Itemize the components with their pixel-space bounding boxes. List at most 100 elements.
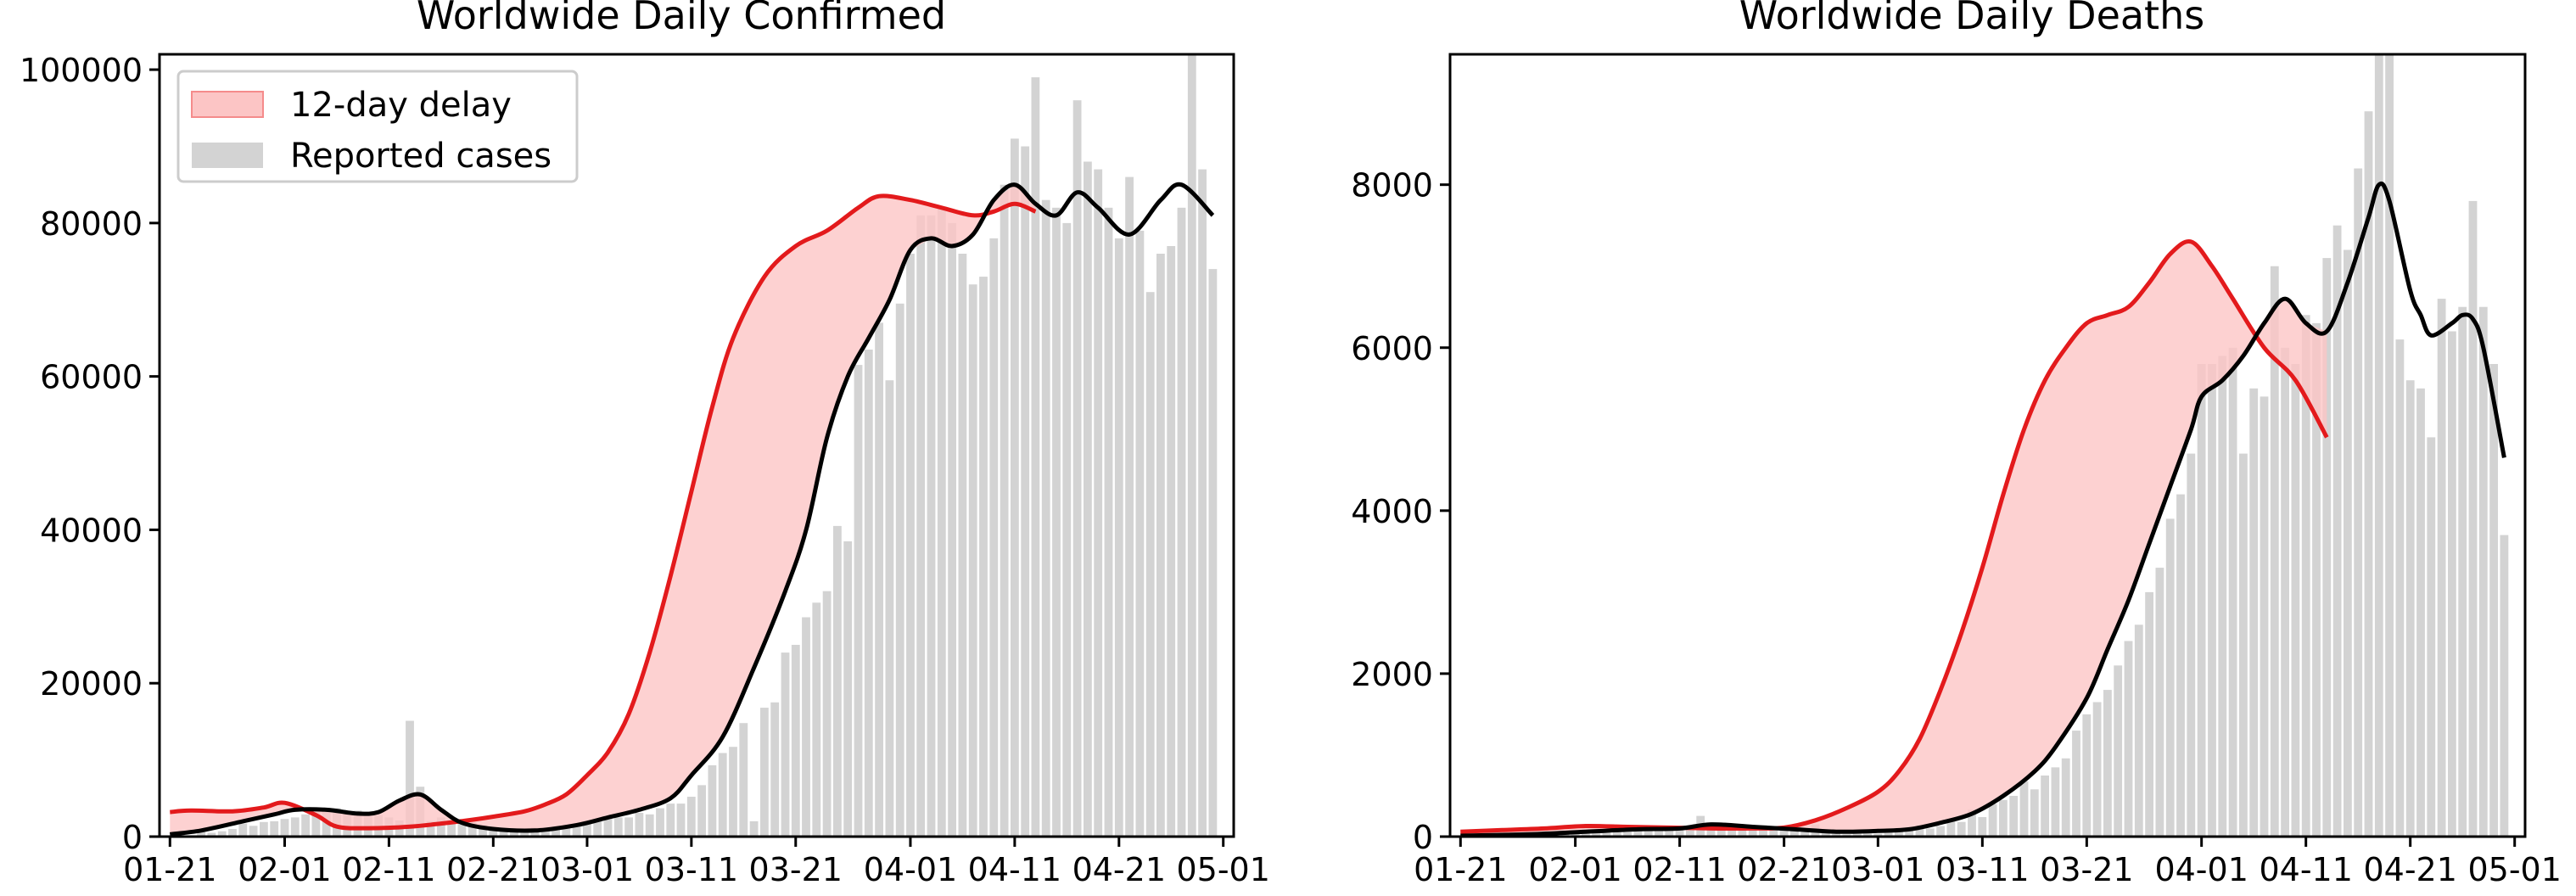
deaths-bar (2312, 322, 2321, 837)
deaths-bar (1832, 832, 1840, 837)
confirmed-bar (676, 804, 686, 837)
confirmed-bar (770, 702, 780, 837)
deaths-bar (2291, 364, 2300, 837)
deaths-y-tick-label: 4000 (1351, 493, 1433, 530)
deaths-x-tick-label: 03-21 (2040, 851, 2133, 888)
confirmed-x-tick-label: 03-21 (749, 851, 843, 888)
confirmed-x-tick-label: 03-01 (540, 851, 634, 888)
confirmed-bar (666, 804, 675, 837)
confirmed-bar (979, 277, 988, 837)
deaths-bar (1644, 829, 1653, 837)
confirmed-y-tick-label: 80000 (40, 205, 143, 243)
confirmed-x-axis: 01-21 02-01 02-11 02-21 03-01 03-11 03-21 04-01… (123, 837, 1270, 888)
legend-swatch-reported (192, 143, 263, 168)
confirmed-bar (968, 284, 977, 837)
confirmed-bar (479, 825, 487, 837)
confirmed-bar (228, 829, 237, 837)
deaths-bar (1665, 828, 1674, 837)
deaths-bar (1655, 829, 1663, 837)
confirmed-bar (718, 753, 727, 837)
confirmed-legend-box (176, 70, 579, 183)
deaths-x-tick-label: 03-11 (1935, 851, 2029, 888)
deaths-axes-frame (1448, 53, 2527, 838)
confirmed-bar (781, 652, 790, 837)
deaths-bar (1895, 831, 1903, 837)
confirmed-bar (552, 827, 560, 837)
confirmed-bar (1156, 254, 1165, 837)
confirmed-axes-frame (158, 53, 1235, 838)
confirmed-bar (447, 820, 456, 837)
confirmed-bar (510, 829, 518, 837)
deaths-bar (2448, 331, 2456, 837)
deaths-bar (1706, 826, 1716, 837)
confirmed-bar (645, 814, 654, 837)
confirmed-bar (791, 645, 800, 837)
deaths-y-tick-label: 8000 (1351, 167, 1433, 204)
deaths-x-tick-label: 05-01 (2467, 851, 2561, 888)
deaths-bar (2385, 54, 2394, 837)
deaths-x-tick-label: 02-11 (1632, 851, 1726, 888)
confirmed-x-tick-label: 03-11 (645, 851, 738, 888)
confirmed-bar (927, 215, 936, 837)
confirmed-bar (1072, 100, 1082, 837)
legend-swatch-delay (191, 91, 264, 118)
deaths-bar (2322, 258, 2332, 837)
confirmed-bar (1041, 199, 1050, 837)
confirmed-bar (854, 365, 863, 837)
confirmed-x-tick-label: 02-11 (342, 851, 435, 888)
confirmed-bar (613, 817, 623, 837)
confirmed-bar (489, 830, 498, 837)
deaths-bar (1957, 821, 1966, 837)
deaths-bar (1612, 831, 1621, 837)
deaths-bar (1571, 832, 1580, 837)
confirmed-bar (301, 814, 310, 837)
deaths-bar (1988, 804, 1997, 837)
deaths-bar (2208, 364, 2216, 837)
deaths-bar (2072, 731, 2080, 837)
confirmed-bar (238, 823, 248, 837)
deaths-bar (1686, 828, 1694, 837)
deaths-x-tick-label: 03-01 (1831, 851, 1924, 888)
deaths-bar (2197, 364, 2206, 837)
confirmed-delay-line (170, 193, 1037, 831)
confirmed-bar (729, 747, 737, 837)
deaths-x-tick-label: 04-11 (2259, 851, 2352, 888)
deaths-bar (2427, 437, 2436, 837)
confirmed-bar (1021, 146, 1030, 837)
confirmed-bar (906, 254, 915, 837)
deaths-bar (2051, 767, 2060, 837)
confirmed-x-tick-label: 02-21 (446, 851, 540, 888)
confirmed-bar (1198, 169, 1207, 837)
confirmed-bar (1094, 169, 1103, 837)
deaths-bar (1884, 832, 1893, 837)
confirmed-bar (197, 832, 205, 837)
confirmed-bar (822, 591, 832, 837)
deaths-bar (2176, 494, 2185, 837)
confirmed-bar (1052, 207, 1061, 837)
confirmed-current-line (169, 182, 1215, 837)
deaths-bar (1623, 831, 1632, 837)
deaths-bar (2364, 111, 2373, 837)
deaths-bar (1769, 827, 1778, 837)
deaths-bar (2145, 591, 2153, 837)
legend-label-reported: Reported cases (290, 137, 552, 176)
deaths-panel: Worldwide Daily Deaths 0 2000 4000 6000 8000… (1351, 0, 2562, 888)
deaths-bar (2270, 266, 2279, 837)
confirmed-bar (270, 820, 279, 837)
deaths-bar (2103, 690, 2112, 837)
confirmed-bar (1000, 184, 1009, 837)
confirmed-bar (426, 820, 435, 837)
confirmed-bar (697, 785, 706, 837)
deaths-delay-fill (1460, 241, 2327, 837)
deaths-bar (1759, 825, 1767, 837)
confirmed-bar (1125, 176, 1134, 837)
deaths-bar (1728, 825, 1736, 837)
confirmed-bar (249, 826, 258, 837)
confirmed-bar (1167, 246, 1176, 837)
deaths-bar (2061, 758, 2070, 837)
deaths-bar (2301, 315, 2310, 837)
confirmed-bar (916, 215, 926, 837)
deaths-bar (2344, 249, 2352, 837)
confirmed-bar (406, 720, 414, 837)
